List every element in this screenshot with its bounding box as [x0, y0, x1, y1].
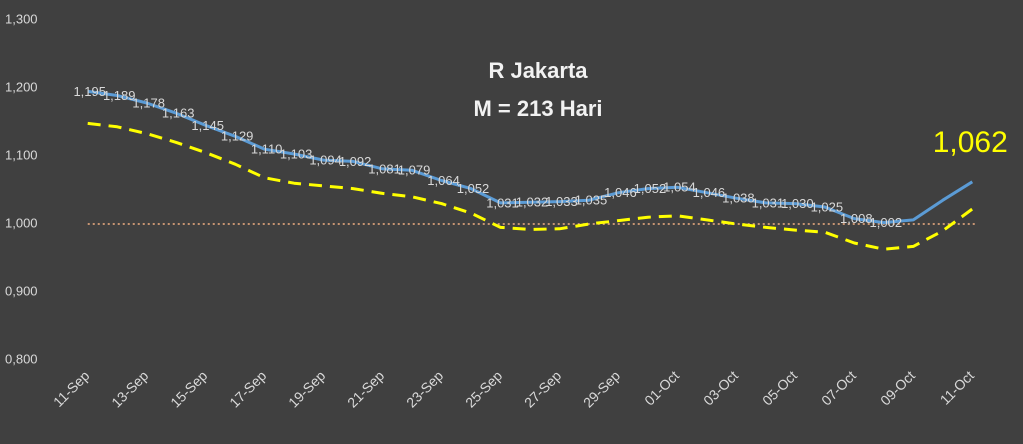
data-label: 1,129 — [221, 129, 254, 144]
x-tick-label: 09-Oct — [877, 367, 918, 408]
y-tick-label: 0,900 — [5, 283, 38, 298]
x-tick-label: 27-Sep — [521, 367, 564, 410]
data-label: 1,145 — [191, 118, 224, 133]
x-tick-label: 23-Sep — [403, 367, 446, 410]
data-label: 1,163 — [162, 106, 195, 121]
data-label: 1,035 — [575, 193, 608, 208]
data-label: 1,046 — [604, 185, 637, 200]
x-tick-label: 13-Sep — [108, 367, 151, 410]
data-label: 1,052 — [457, 181, 490, 196]
data-label: 1,110 — [251, 142, 283, 157]
x-tick-label: 19-Sep — [285, 367, 328, 410]
data-label: 1,033 — [545, 194, 578, 209]
data-label: 1,031 — [486, 195, 519, 210]
x-tick-label: 05-Oct — [759, 367, 800, 408]
data-label: 1,032 — [516, 195, 549, 210]
x-tick-label: 01-Oct — [641, 367, 682, 408]
data-label: 1,103 — [280, 146, 313, 161]
x-tick-label: 21-Sep — [344, 367, 387, 410]
y-tick-label: 1,300 — [5, 11, 38, 26]
data-label: 1,079 — [398, 163, 431, 178]
data-label: 1,092 — [339, 154, 372, 169]
data-label: 1,094 — [309, 153, 342, 168]
data-label: 1,038 — [722, 191, 755, 206]
x-tick-label: 03-Oct — [700, 367, 741, 408]
highlight-label: 1,062 — [933, 126, 1008, 159]
y-tick-label: 1,100 — [5, 147, 38, 162]
data-label: 1,031 — [752, 195, 785, 210]
data-label: 1,054 — [663, 180, 696, 195]
series-line — [87, 121, 974, 251]
x-tick-label: 07-Oct — [818, 367, 859, 408]
data-label: 1,189 — [103, 88, 136, 103]
data-label: 1,052 — [634, 181, 667, 196]
x-tick-label: 17-Sep — [226, 367, 269, 410]
chart-subtitle: M = 213 Hari — [473, 96, 602, 121]
y-tick-label: 0,800 — [5, 351, 38, 366]
data-label: 1,008 — [840, 211, 873, 226]
y-tick-label: 1,200 — [5, 79, 38, 94]
data-label: 1,025 — [811, 199, 844, 214]
data-label: 1,002 — [870, 215, 903, 230]
data-label: 1,178 — [132, 95, 165, 110]
data-label: 1,046 — [693, 185, 726, 200]
series-line — [87, 89, 974, 225]
x-tick-label: 29-Sep — [580, 367, 623, 410]
data-label: 1,064 — [427, 173, 460, 188]
data-label: 1,195 — [73, 84, 106, 99]
x-tick-label: 11-Sep — [50, 367, 93, 410]
y-tick-label: 1,000 — [5, 215, 38, 230]
x-tick-label: 25-Sep — [462, 367, 505, 410]
data-label: 1,030 — [781, 196, 814, 211]
data-label: 1,081 — [368, 161, 401, 176]
x-tick-label: 11-Oct — [937, 367, 977, 407]
x-tick-label: 15-Sep — [167, 367, 210, 410]
chart-title: R Jakarta — [488, 58, 588, 83]
